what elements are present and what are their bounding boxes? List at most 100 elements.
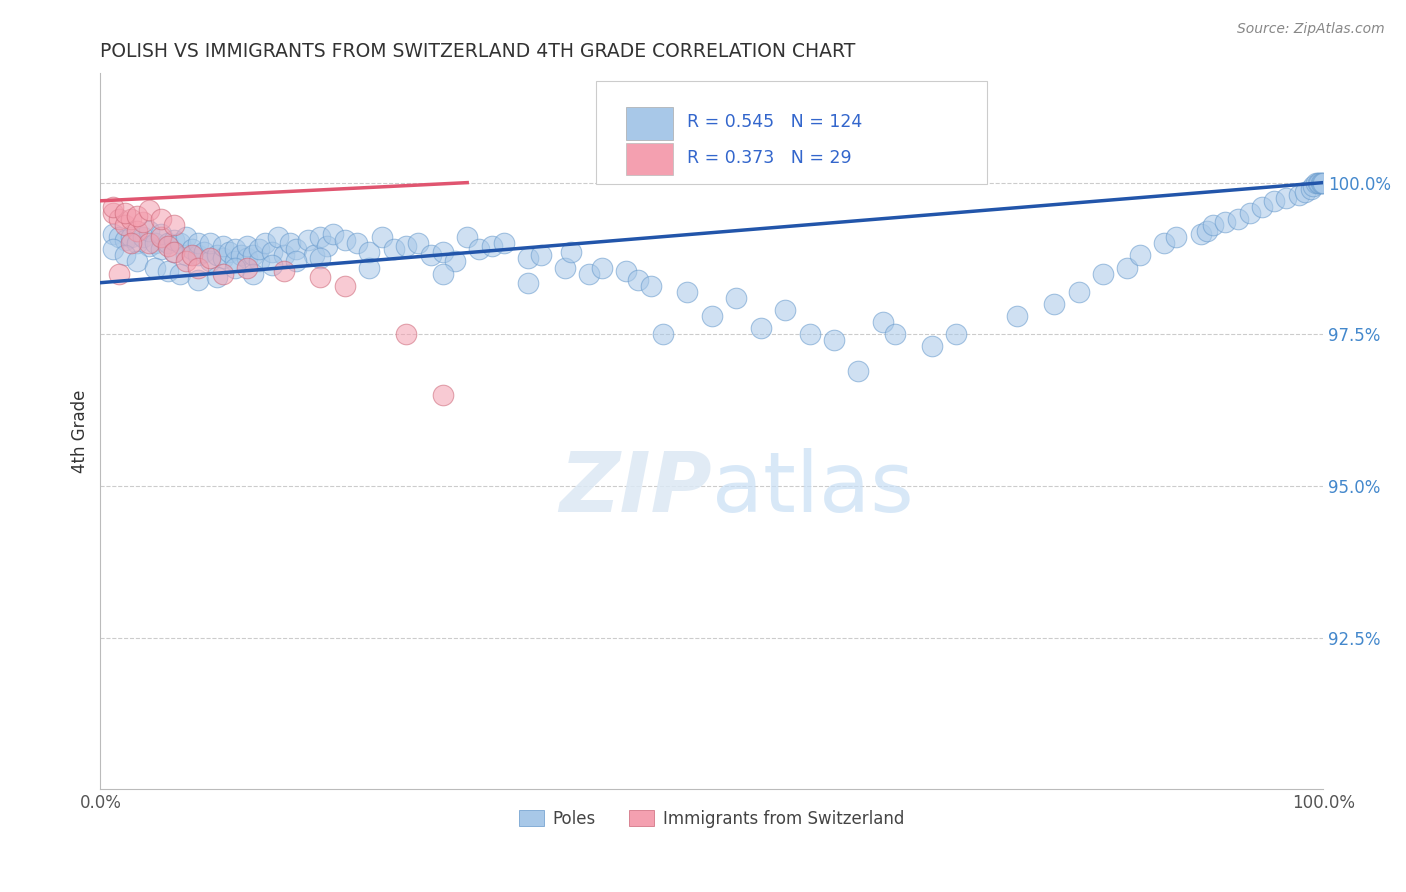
Point <box>107 212 129 227</box>
Point <box>1213 215 1236 229</box>
Point <box>432 267 454 281</box>
Point <box>1308 176 1330 190</box>
Point <box>278 236 301 251</box>
Point <box>163 245 186 260</box>
Point <box>468 243 491 257</box>
Point <box>1153 236 1175 251</box>
Point <box>120 236 142 251</box>
Point <box>247 254 270 268</box>
Point <box>676 285 699 299</box>
Point <box>101 243 124 257</box>
Point <box>1288 187 1310 202</box>
Point <box>236 252 259 266</box>
Point <box>114 218 136 232</box>
Point <box>481 239 503 253</box>
Point <box>138 236 160 251</box>
Point <box>395 239 418 253</box>
Point <box>211 252 233 266</box>
Point <box>150 227 173 242</box>
Point <box>872 315 894 329</box>
Point <box>304 248 326 262</box>
Point <box>297 233 319 247</box>
Legend: Poles, Immigrants from Switzerland: Poles, Immigrants from Switzerland <box>513 803 911 835</box>
Point <box>333 278 356 293</box>
Point <box>640 278 662 293</box>
Point <box>145 260 167 275</box>
Point <box>181 243 204 257</box>
Text: R = 0.373   N = 29: R = 0.373 N = 29 <box>688 149 852 167</box>
Point <box>614 263 637 277</box>
Point <box>260 245 283 260</box>
Point <box>120 212 142 227</box>
Point <box>700 309 723 323</box>
Point <box>432 245 454 260</box>
Point <box>382 243 405 257</box>
Point <box>211 239 233 253</box>
Point <box>125 209 148 223</box>
Point <box>492 236 515 251</box>
Point <box>1239 206 1261 220</box>
Point <box>254 236 277 251</box>
Point <box>138 239 160 253</box>
FancyBboxPatch shape <box>626 144 672 176</box>
Point <box>1195 224 1218 238</box>
Point <box>187 248 209 262</box>
Text: R = 0.545   N = 124: R = 0.545 N = 124 <box>688 112 862 131</box>
Point <box>101 200 124 214</box>
Point <box>163 218 186 232</box>
Point <box>242 248 264 262</box>
Point <box>132 215 155 229</box>
Point <box>266 230 288 244</box>
Point <box>101 206 124 220</box>
Point <box>406 236 429 251</box>
Point <box>200 236 222 251</box>
Point <box>224 260 246 275</box>
Point <box>517 252 540 266</box>
Point <box>456 230 478 244</box>
Point <box>174 248 197 262</box>
Point <box>132 230 155 244</box>
Point <box>1308 176 1330 190</box>
Point <box>432 388 454 402</box>
Point <box>211 267 233 281</box>
Point <box>1275 191 1298 205</box>
Point <box>125 224 148 238</box>
Point <box>150 243 173 257</box>
Point <box>200 252 222 266</box>
Point <box>1116 260 1139 275</box>
Point <box>174 254 197 268</box>
Point <box>1007 309 1029 323</box>
Point <box>1166 230 1188 244</box>
Point <box>395 327 418 342</box>
FancyBboxPatch shape <box>596 80 987 185</box>
Point <box>309 252 332 266</box>
Point <box>1043 297 1066 311</box>
Point <box>285 254 308 268</box>
Point <box>187 260 209 275</box>
Point <box>200 254 222 268</box>
Point <box>315 239 337 253</box>
Point <box>725 291 748 305</box>
Point <box>273 248 295 262</box>
Point <box>1067 285 1090 299</box>
Point <box>848 364 870 378</box>
Point <box>218 245 240 260</box>
Point <box>107 230 129 244</box>
Point <box>1299 182 1322 196</box>
Point <box>529 248 551 262</box>
Point <box>1302 178 1324 193</box>
Point <box>187 273 209 287</box>
Point <box>444 254 467 268</box>
Point <box>1189 227 1212 242</box>
Point <box>359 245 381 260</box>
Point <box>554 260 576 275</box>
Point <box>114 233 136 247</box>
Point <box>370 230 392 244</box>
Point <box>773 303 796 318</box>
Point <box>945 327 967 342</box>
Point <box>156 239 179 253</box>
Point <box>169 267 191 281</box>
Point <box>114 248 136 262</box>
Point <box>156 236 179 251</box>
Point <box>193 245 215 260</box>
